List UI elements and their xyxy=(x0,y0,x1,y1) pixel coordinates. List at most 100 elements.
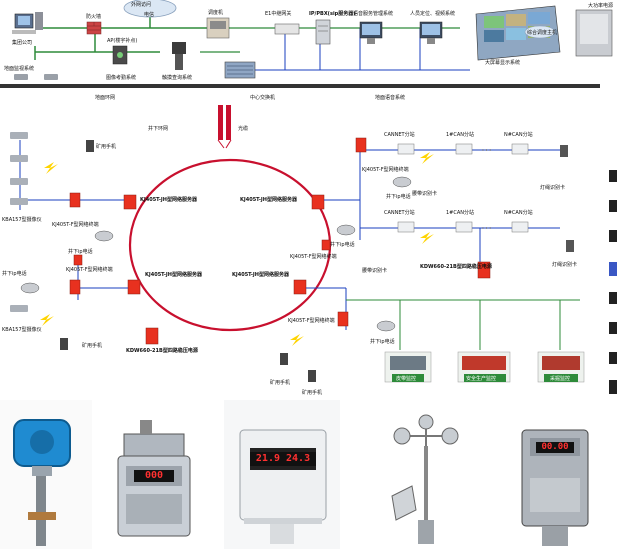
kj-server-1-label: KJ405T-JH型网络服务器 xyxy=(140,196,198,203)
underground-ring-label: 井下环网 xyxy=(148,125,168,132)
miner-phone-3-label: 矿用手机 xyxy=(270,379,290,386)
firewall-icon xyxy=(86,21,102,35)
kiosk-icon xyxy=(172,42,186,70)
kj-term-5-label: KJ405T-F型网络终端 xyxy=(290,253,337,260)
card-1-label: 腰带识别卡 xyxy=(412,190,437,197)
can-n-2-label: N#CAN分站 xyxy=(504,209,533,216)
locate-video-icon xyxy=(419,21,443,44)
product-small-sensor: 00.00 xyxy=(512,400,602,549)
fiber-label: 光缆 xyxy=(238,125,248,132)
can1-2-label: 1#CAN分站 xyxy=(446,209,474,216)
safety-monitor-label: 安全生产监控 xyxy=(466,375,496,382)
firewall-label: 防火墙 xyxy=(86,13,101,20)
telecom-cloud-icon xyxy=(123,0,177,18)
safety-monitor-box xyxy=(457,351,511,383)
locate-video-label: 人员定位、视频系统 xyxy=(410,10,455,17)
lamp-card-2-label: 灯绳识别卡 xyxy=(552,261,577,268)
product-methane-sensor: 000 xyxy=(96,400,216,549)
kdw-1-label: KDW660-21B型四路稳压电源 xyxy=(126,347,198,354)
ip-phone-5-label: 井下ip电话 xyxy=(370,338,395,345)
group-company-computer xyxy=(12,12,43,34)
canet-1-label: CANNET分站 xyxy=(384,131,415,138)
terminal-2b xyxy=(73,254,83,266)
ring-server-3 xyxy=(127,279,141,295)
canet-1-icon xyxy=(397,143,415,155)
product-gas-detector xyxy=(0,400,92,549)
kj-server-4-label: KJ405T-JH型网络服务器 xyxy=(232,271,290,278)
ring-server-2 xyxy=(311,194,325,210)
miner-phone-icon xyxy=(60,140,316,382)
terminal-2 xyxy=(69,279,81,295)
miner-phone-2-label: 矿用手机 xyxy=(82,342,102,349)
miner-phone-4-label: 矿用手机 xyxy=(302,389,322,396)
card-2-label: 腰带识别卡 xyxy=(362,267,387,274)
ip-pbx-icon xyxy=(315,19,331,45)
ip-phone-right-icon xyxy=(336,176,412,332)
mine-monitor-box xyxy=(537,351,585,383)
sensor-3-display: 21.9 24.3 xyxy=(250,452,316,466)
terminal-3 xyxy=(355,137,367,153)
ellipsis-1: · · · xyxy=(482,148,491,154)
ground-voice-label: 地面语音系统 xyxy=(375,94,405,101)
lamp-card-2-icon xyxy=(566,240,574,252)
attendance-label: 图像考勤系统 xyxy=(106,74,136,81)
voice-server-icon xyxy=(359,21,383,44)
kj-term-2-label: KJ405T-F型网络终端 xyxy=(66,266,113,273)
kj-term-1-label: KJ405T-F型网络终端 xyxy=(52,221,99,228)
center-switch-icon xyxy=(224,61,256,79)
kdw-2-label: KDW660-21B型四路稳压电源 xyxy=(420,263,492,270)
group-company-label: 集团公司 xyxy=(12,39,32,46)
power-supply-icon xyxy=(575,9,613,57)
camera-icon xyxy=(10,132,28,312)
ip-pbx-label: IP/PBX(sip服务器) xyxy=(309,10,356,17)
miner-phone-1-label: 矿用手机 xyxy=(96,143,116,150)
can-n-1-icon xyxy=(511,143,529,155)
can1-2-icon xyxy=(455,221,473,233)
cropped-edge-text xyxy=(609,170,617,394)
e1-gateway-icon xyxy=(274,23,300,35)
mine-monitor-label: 采掘监控 xyxy=(550,375,570,382)
ip-phone-icon xyxy=(20,230,114,294)
kdw-2-icon xyxy=(477,261,491,279)
kj-term-3-label: KJ405T-F型网络终端 xyxy=(362,166,409,173)
ip-phone-2-label: 井下ip电话 xyxy=(2,270,27,277)
can-n-1-label: N#CAN分站 xyxy=(504,131,533,138)
outer-net-label: 外网访问 xyxy=(131,1,151,8)
fiber-cable xyxy=(217,105,232,149)
underground-ring xyxy=(128,158,332,332)
lamp-card-1-label: 灯绳识别卡 xyxy=(540,184,565,191)
ap-label: AP(楼宇补点) xyxy=(107,37,137,44)
big-screen-label: 大屏幕显示系统 xyxy=(485,59,520,66)
ring-server-1 xyxy=(123,194,137,210)
center-switch-label: 中心交换机 xyxy=(250,94,275,101)
product-anemometer xyxy=(372,400,478,549)
mine-server-label: 综合调度主机 xyxy=(527,29,557,36)
ground-video-label: 地面监视系统 xyxy=(4,65,34,72)
kba-2-label: KBA157型摄像仪 xyxy=(2,326,42,333)
belt-monitor-box xyxy=(384,351,432,383)
canet-2-label: CANNET分站 xyxy=(384,209,415,216)
ground-camera-icon xyxy=(14,74,58,80)
ap-icon xyxy=(112,45,128,65)
sensor-2-display: 000 xyxy=(134,470,174,482)
dispatcher-label: 调度机 xyxy=(208,9,223,16)
terminal-4 xyxy=(337,311,349,327)
product-temp-humidity: 21.9 24.3 xyxy=(224,400,340,549)
canet-2-icon xyxy=(397,221,415,233)
network-diagram: 地面环网 中心交换机 地面语音系统 集团公司 防火墙 外网访问 电信 调度机 A… xyxy=(0,0,617,396)
can-n-2-icon xyxy=(511,221,529,233)
ring-server-4 xyxy=(293,279,307,295)
dispatcher-icon xyxy=(206,17,230,39)
sensor-5-display: 00.00 xyxy=(536,442,574,453)
ip-phone-3-label: 井下ip电话 xyxy=(386,193,411,200)
kj-server-3-label: KJ405T-JH型网络服务器 xyxy=(145,271,203,278)
telecom-label: 电信 xyxy=(144,11,154,18)
ground-ring-bar xyxy=(0,84,600,88)
touch-query-label: 触摸查询系统 xyxy=(162,74,192,81)
terminal-1 xyxy=(69,192,81,208)
ip-phone-1-label: 井下ip电话 xyxy=(68,248,93,255)
terminal-5 xyxy=(321,239,331,251)
power-supply-label: 大功率电源 xyxy=(588,2,613,9)
wireless-bolt-icon xyxy=(40,152,434,346)
mine-server-cloud xyxy=(524,25,556,39)
